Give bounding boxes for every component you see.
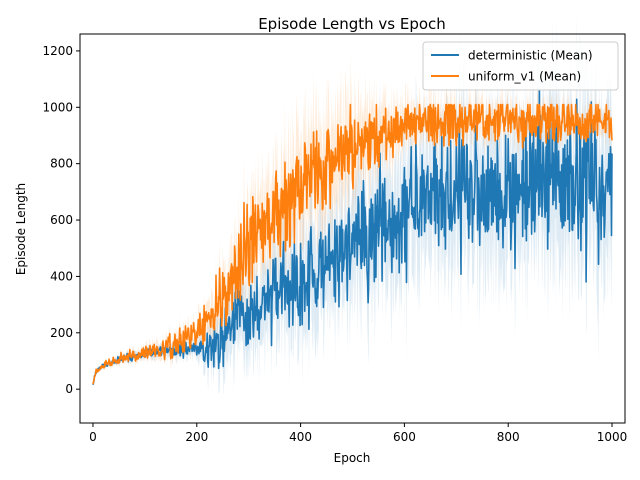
y-tick-label: 0: [65, 382, 73, 396]
x-axis-ticks: 0 200 400 600 800 1000: [89, 423, 627, 444]
y-tick-label: 600: [50, 213, 73, 227]
x-tick-label: 600: [393, 430, 416, 444]
legend-label-uniform: uniform_v1 (Mean): [468, 70, 581, 84]
y-tick-label: 200: [50, 326, 73, 340]
series-lines: [92, 89, 613, 385]
x-tick-label: 800: [497, 430, 520, 444]
legend: deterministic (Mean) uniform_v1 (Mean): [422, 41, 619, 91]
line-series-1: [92, 103, 613, 385]
x-tick-label: 1000: [597, 430, 628, 444]
x-tick-label: 200: [185, 430, 208, 444]
plot-frame: [79, 33, 626, 424]
x-axis-label: Epoch: [334, 451, 371, 465]
chart-title: Episode Length vs Epoch: [258, 15, 446, 33]
y-axis-ticks: 0 200 400 600 800 1000 1200: [42, 44, 80, 396]
y-tick-label: 800: [50, 157, 73, 171]
y-tick-label: 1000: [42, 100, 73, 114]
x-tick-label: 0: [89, 430, 97, 444]
legend-label-deterministic: deterministic (Mean): [468, 49, 593, 63]
x-tick-label: 400: [289, 430, 312, 444]
line-series-0: [92, 89, 613, 385]
y-axis-label: Episode Length: [14, 183, 28, 275]
y-tick-label: 1200: [42, 44, 73, 58]
legend-box: [422, 41, 619, 91]
y-tick-label: 400: [50, 269, 73, 283]
